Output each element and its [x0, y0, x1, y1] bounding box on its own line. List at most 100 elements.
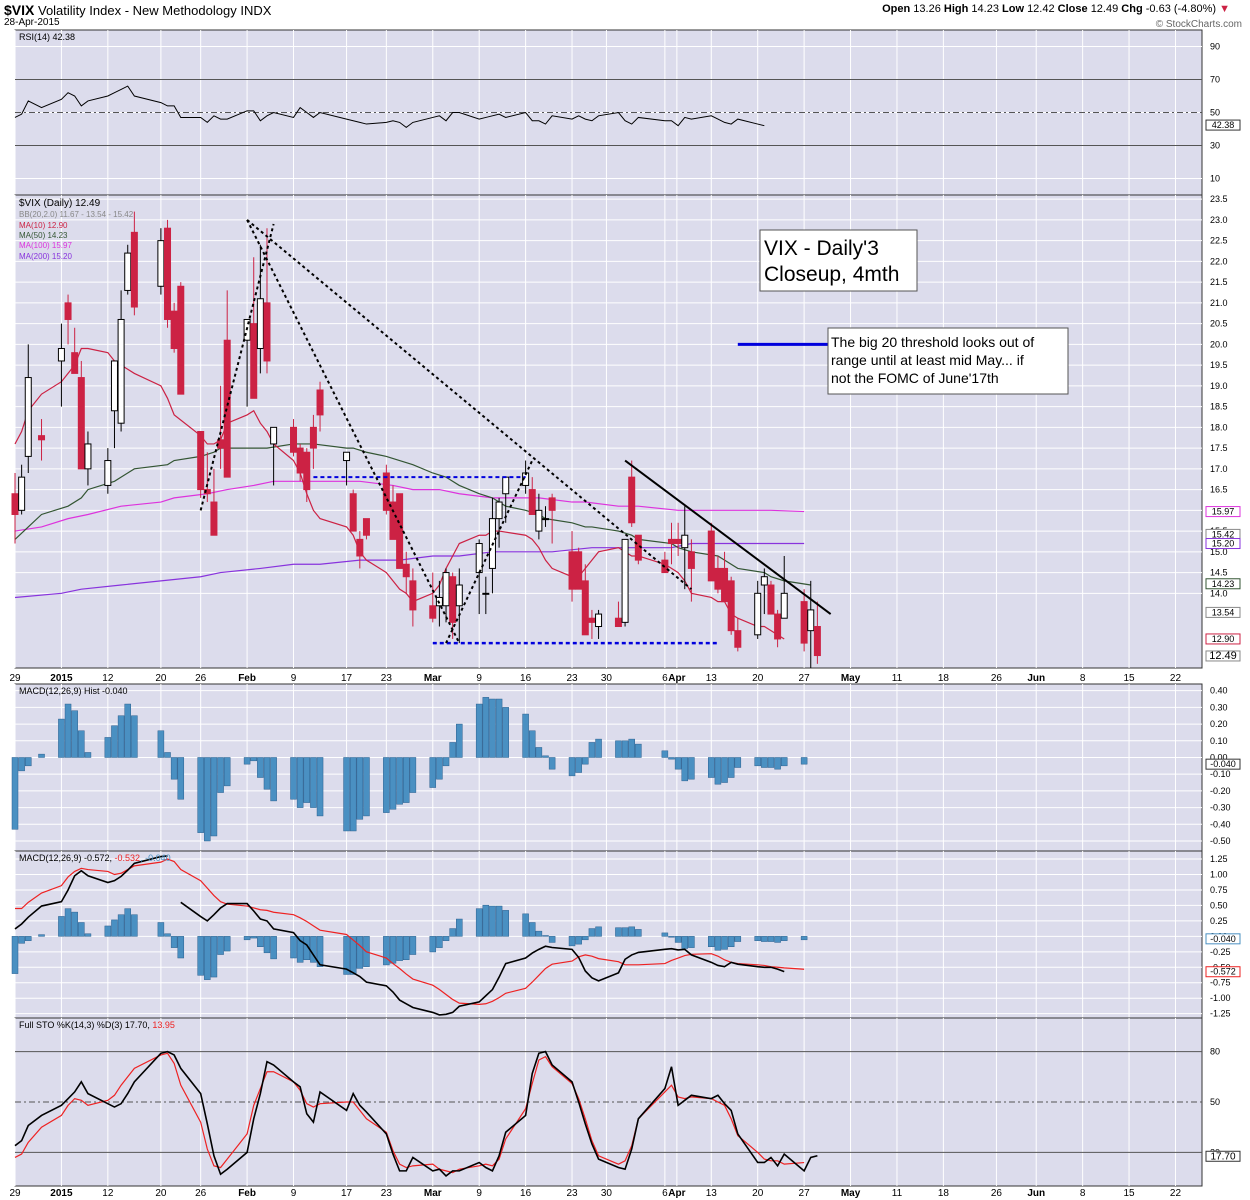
ma10-legend: MA(10) 12.90 [19, 221, 68, 230]
price-tick-label: 18.0 [1210, 422, 1228, 432]
close-value: 12.49 [1090, 3, 1119, 15]
dotted-trend-line [246, 219, 461, 644]
candle-body [57, 348, 65, 362]
macd-inner-hist-bar [780, 936, 788, 941]
macd-inner-hist-bar [489, 905, 496, 937]
stochastic-x-label: Apr [668, 1188, 685, 1199]
macd-inner-hist-bar [774, 936, 781, 943]
macd-hist-bar [436, 757, 443, 780]
ma50-legend: MA(50) 14.23 [19, 231, 68, 240]
macd-inner-hist-bar [164, 933, 171, 937]
macd-legend-part: -0.532 [115, 853, 141, 863]
macd-inner-hist-bar [456, 918, 463, 937]
candle-body [170, 310, 178, 350]
macd-legend-part: MACD(12,26,9) -0.572, [19, 853, 115, 863]
macd-hist-bar [621, 740, 629, 758]
macd-hist-bar [383, 757, 390, 813]
candle-body [64, 302, 72, 320]
macd-right-label: -0.040 [1210, 934, 1236, 944]
candle-body [780, 592, 788, 619]
macd-hist-bar [409, 757, 417, 793]
macd-hist-bar [727, 757, 735, 778]
macd-hist-panel [14, 683, 1203, 852]
stochastic-x-label: 8 [1080, 1188, 1086, 1199]
price-tick-label: 20.5 [1210, 319, 1228, 329]
macd-hist-bar [117, 715, 125, 758]
stochastic-x-label: 26 [991, 1188, 1003, 1199]
candle-body [270, 426, 278, 445]
macd-hist-bar [456, 723, 463, 758]
macd-hist-last-label: -0.040 [1210, 759, 1236, 769]
macd-hist-bar [111, 725, 118, 758]
macd-hist-bar [197, 757, 204, 833]
macd-tick-label: 0.25 [1210, 916, 1228, 926]
macd-inner-hist-bar [442, 936, 450, 941]
macd-hist-bar [164, 752, 171, 758]
candle-body [157, 240, 165, 287]
macd-inner-hist-bar [117, 914, 125, 937]
rsi-tick-label: 50 [1210, 108, 1220, 118]
candle-body [595, 613, 603, 628]
rsi-tick-label: 90 [1210, 42, 1220, 52]
macd-inner-hist-bar [535, 930, 543, 937]
macd-hist-bar [25, 757, 32, 767]
stochastic-tick-label: 80 [1210, 1047, 1220, 1057]
macd-inner-hist-bar [210, 936, 218, 978]
stochastic-x-label: 30 [601, 1188, 613, 1199]
macd-inner-hist-bar [688, 936, 695, 948]
macd-tick-label: -1.25 [1210, 1009, 1231, 1019]
price-right-label: 12.90 [1212, 634, 1235, 644]
stochastic-x-label: 27 [799, 1188, 811, 1199]
macd-hist-bar [316, 757, 324, 817]
annotation-note-line: range until at least mid May... if [831, 352, 1024, 368]
stochastic-legend-part: 13.95 [152, 1020, 175, 1030]
macd-inner-hist-bar [204, 936, 211, 980]
macd-inner-hist-bar [708, 936, 715, 947]
macd-hist-bar [58, 718, 65, 758]
rsi-legend: RSI(14) 42.38 [19, 32, 75, 42]
price-right-label: 15.20 [1212, 539, 1235, 549]
bb-legend: BB(20,2.0) 11.67 - 13.54 - 15.42 [19, 210, 134, 219]
macd-hist-tick-label: 0.10 [1210, 736, 1228, 746]
candle-body [84, 443, 92, 470]
price-x-label: 6 [662, 673, 668, 684]
macd-hist-bar [177, 757, 185, 800]
macd-hist-bar [721, 757, 728, 783]
macd-hist-tick-label: -0.30 [1210, 803, 1231, 813]
price-x-label: 9 [476, 673, 482, 684]
macd-hist-bar [535, 747, 543, 758]
macd-hist-bar [78, 730, 85, 758]
macd-tick-label: -1.00 [1210, 993, 1231, 1003]
candle-body [429, 605, 437, 619]
macd-hist-tick-label: 0.30 [1210, 702, 1228, 712]
price-right-label: 13.54 [1212, 607, 1235, 617]
price-tick-label: 16.5 [1210, 485, 1228, 495]
candle-body [548, 497, 556, 511]
macd-inner-hist-bar [349, 936, 357, 975]
price-x-label: 13 [706, 673, 718, 684]
rsi-last-label: 42.38 [1212, 120, 1235, 130]
price-x-label: 26 [991, 673, 1003, 684]
macd-inner-hist-bar [270, 936, 277, 960]
stochastic-x-label: 23 [566, 1188, 578, 1199]
macd-inner-hist-bar [356, 936, 364, 969]
macd-hist-bar [475, 703, 483, 758]
macd-line-early [14, 855, 168, 930]
stochastic-right-label-box [1205, 1150, 1241, 1162]
macd-hist-bar [568, 757, 576, 777]
candle-body [177, 285, 185, 395]
candle-body [210, 501, 218, 536]
candle-body [382, 472, 390, 511]
price-right-label-box [1205, 606, 1241, 618]
candle-body [727, 580, 735, 632]
macd-inner-hist-bar [528, 922, 536, 937]
stochastic-d-line [14, 1052, 805, 1174]
candle-body [568, 551, 576, 590]
candle-body [482, 592, 490, 595]
macd-hist-tick-label: 0.20 [1210, 719, 1228, 729]
macd-inner-hist-bar [343, 936, 350, 975]
price-tick-label: 15.0 [1210, 547, 1228, 557]
candle-body [734, 630, 742, 648]
price-tick-label: 21.0 [1210, 298, 1228, 308]
